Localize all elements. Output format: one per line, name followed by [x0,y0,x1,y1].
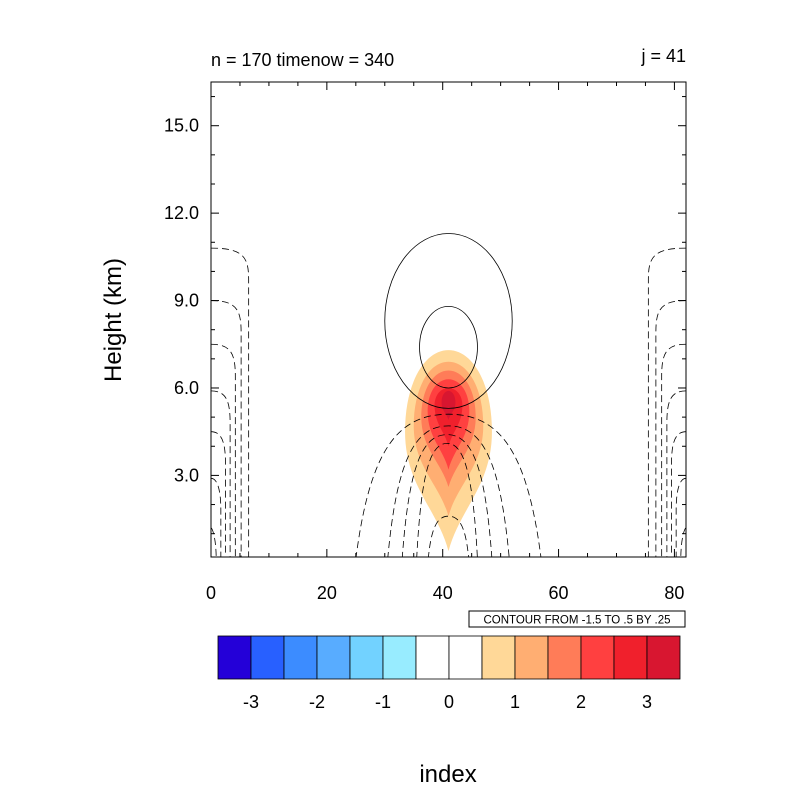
dashed-arch-3 [416,442,478,557]
colorbar-swatch-1 [250,635,285,680]
dashed-arch-1 [387,425,510,557]
y-tick-label: 12.0 [164,203,199,223]
colorbar-label: 1 [510,692,520,712]
y-tick-label: 6.0 [174,378,199,398]
edge-contour-left-4 [211,431,226,557]
colorbar-swatch-13 [646,635,681,680]
x-tick-label: 0 [206,583,216,603]
colorbar-swatch-3 [316,635,351,680]
y-axis-label: Height (km) [100,258,127,382]
filled-contours [405,350,492,552]
positive-contour-1 [419,305,478,389]
edge-contour-left-2 [211,343,236,557]
edge-contour-right-3 [666,390,686,557]
y-tick-label: 9.0 [174,291,199,311]
contour-info-box: CONTOUR FROM -1.5 TO .5 BY .25 [468,610,686,628]
dashed-arch-4 [428,515,469,557]
axis-ticks: 0 20 40 60 80 3.0 6.0 9.0 12.0 15.0 [164,82,686,603]
x-tick-label: 80 [664,583,684,603]
x-tick-label: 40 [433,583,453,603]
title-left: n = 170 timenow = 340 [211,50,394,70]
colorbar-swatch-9 [514,635,549,680]
edge-contour-right-4 [671,431,686,557]
colorbar-swatch-12 [613,635,648,680]
colorbar-swatch-11 [580,635,615,680]
colorbar-swatch-0 [217,635,252,680]
edge-contour-left-0 [211,247,250,557]
plot-frame [210,81,687,558]
colorbar-swatch-4 [349,635,384,680]
edge-contour-right-1 [655,300,686,557]
x-tick-label: 60 [549,583,569,603]
colorbar-swatch-2 [283,635,318,680]
y-tick-label: 3.0 [174,465,199,485]
edge-contour-left-1 [211,300,242,557]
colorbar-swatch-5 [382,635,417,680]
title-right: j = 41 [640,46,686,66]
colorbar: -3 -2 -1 0 1 2 3 [217,635,681,712]
colorbar-swatch-6 [415,635,450,680]
colorbar-label: -1 [375,692,391,712]
x-tick-label: 20 [317,583,337,603]
colorbar-label: 3 [642,692,652,712]
colorbar-swatch-8 [481,635,516,680]
edge-contour-left-5 [211,477,222,557]
contour-info-text: CONTOUR FROM -1.5 TO .5 BY .25 [483,615,670,627]
x-axis-label: index [419,761,476,788]
y-tick-label: 15.0 [164,116,199,136]
colorbar-label: -2 [309,692,325,712]
colorbar-swatch-10 [547,635,582,680]
filled-level-5 [441,390,456,421]
edge-contour-right-2 [661,343,686,557]
colorbar-swatch-7 [448,635,483,680]
dashed-arch-2 [401,434,493,557]
colorbar-label: -3 [243,692,259,712]
positive-contour-0 [384,233,513,409]
dashed-arch-0 [355,413,542,557]
edge-contour-right-0 [647,247,686,557]
edge-contour-right-6 [680,527,686,557]
plot-area: 0 20 40 60 80 3.0 6.0 9.0 12.0 15.0 [164,81,687,603]
edge-contour-right-5 [675,477,686,557]
edge-contour-left-6 [211,527,217,557]
colorbar-label: 2 [576,692,586,712]
edge-contour-left-3 [211,390,231,557]
colorbar-label: 0 [444,692,454,712]
